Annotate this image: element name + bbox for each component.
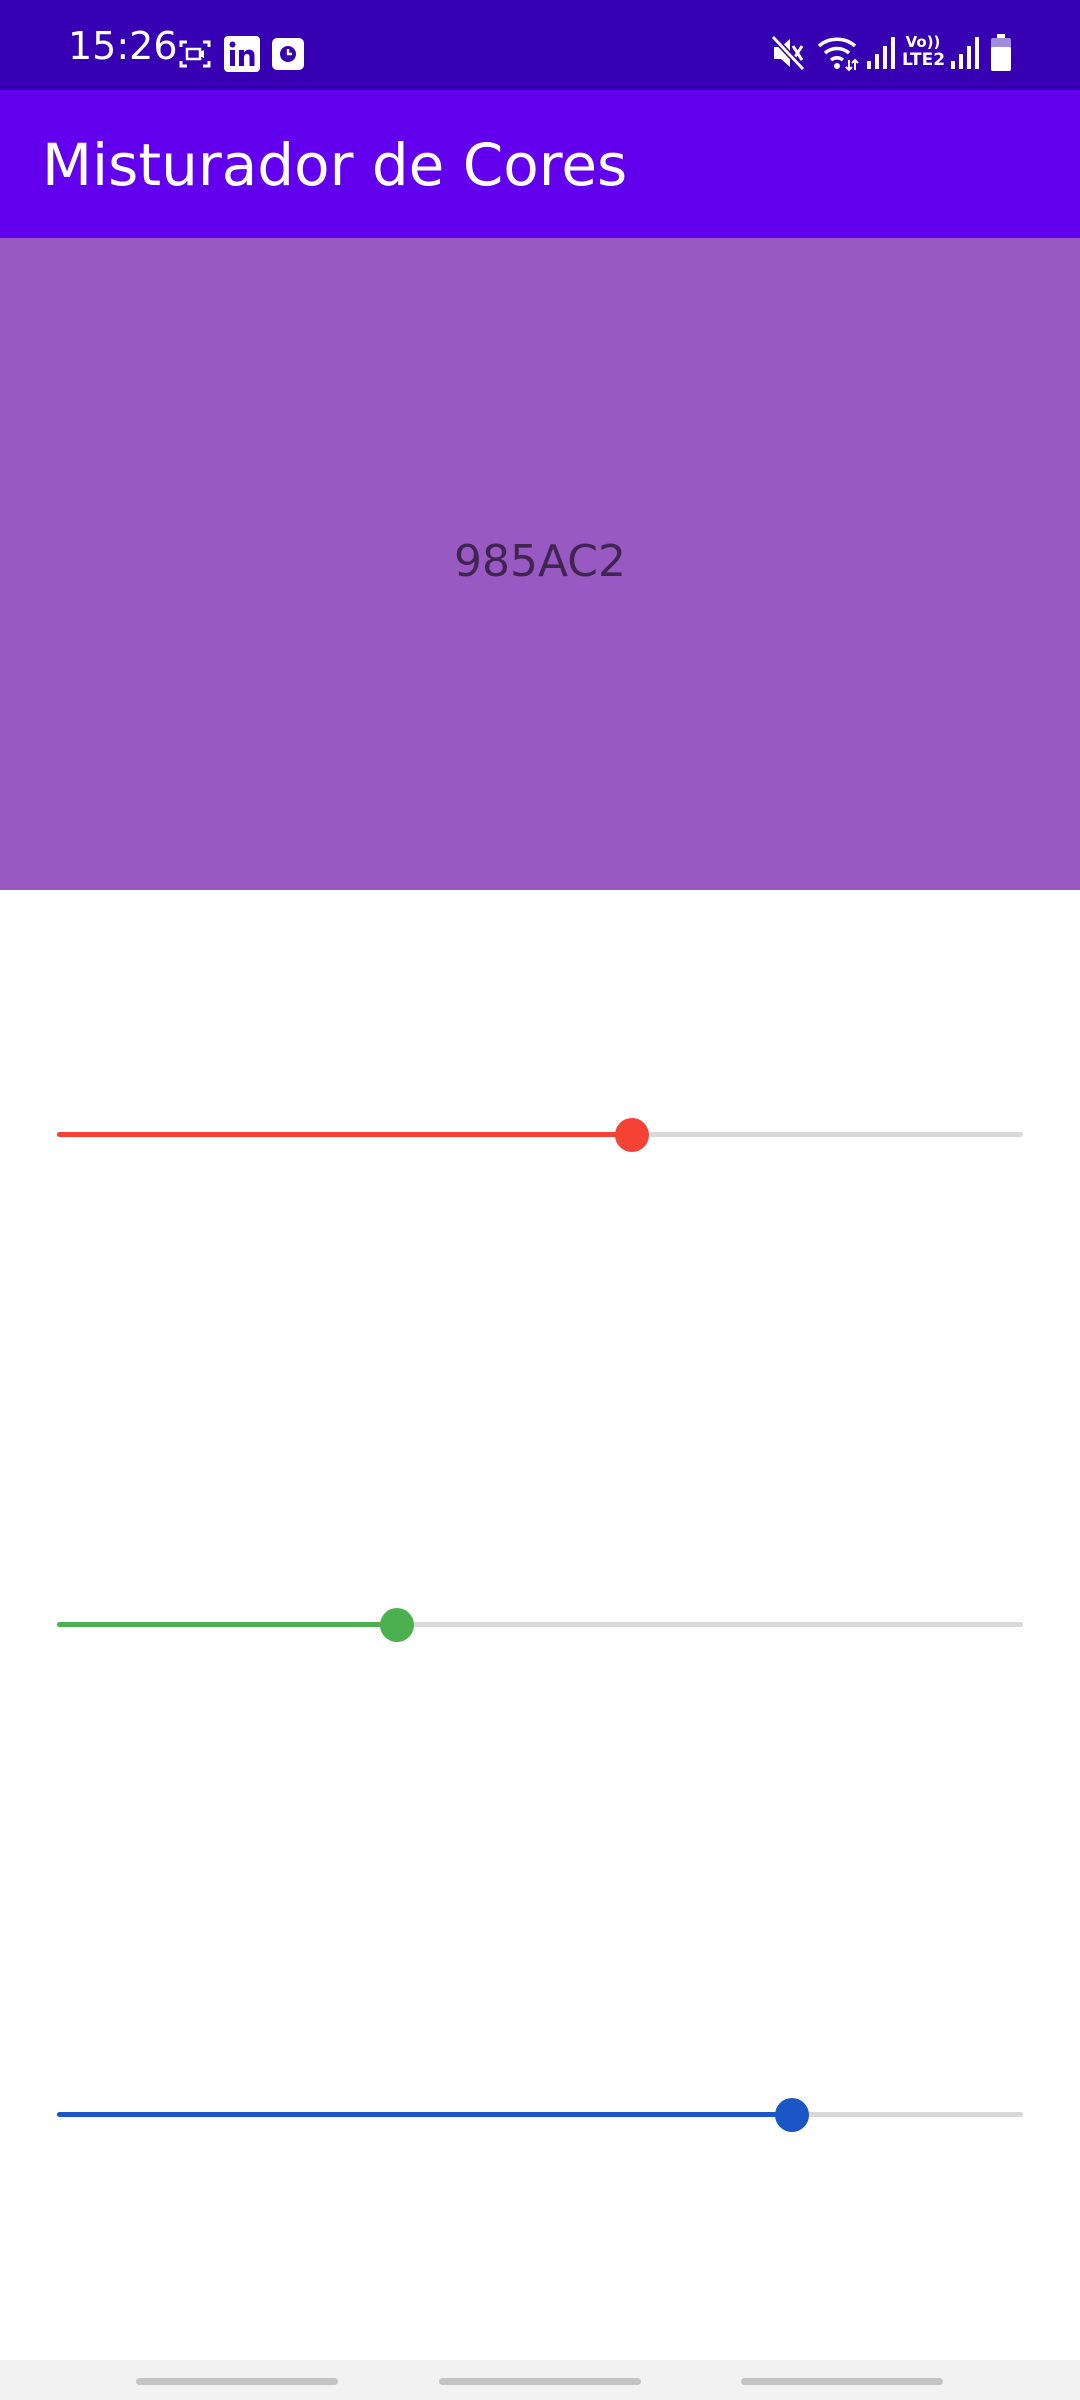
app-title: Misturador de Cores bbox=[42, 131, 628, 199]
recent-apps-button[interactable] bbox=[136, 2378, 338, 2385]
volte-label-top: Vo)) bbox=[905, 33, 941, 51]
red-slider-thumb[interactable] bbox=[615, 1118, 649, 1152]
linkedin-icon bbox=[224, 36, 260, 72]
signal-icon-1 bbox=[867, 37, 895, 69]
back-button[interactable] bbox=[741, 2378, 943, 2385]
navigation-bar bbox=[0, 2360, 1080, 2400]
signal-icon-2 bbox=[951, 37, 979, 69]
color-preview: 985AC2 bbox=[0, 238, 1080, 890]
blue-slider-fill bbox=[57, 2112, 792, 2117]
screen-recorder-icon bbox=[179, 40, 211, 68]
volte-icon: Vo)) LTE2 bbox=[902, 33, 946, 72]
volte-label-bottom: LTE2 bbox=[902, 50, 946, 70]
green-slider-track[interactable] bbox=[57, 1622, 1023, 1627]
app-bar: Misturador de Cores bbox=[0, 90, 1080, 238]
red-slider-fill bbox=[57, 1132, 632, 1137]
blue-slider[interactable] bbox=[57, 2084, 1023, 2144]
wifi-icon bbox=[817, 37, 859, 72]
green-slider[interactable] bbox=[57, 1594, 1023, 1654]
status-time: 15:26 bbox=[68, 24, 178, 68]
clock-app-icon bbox=[272, 38, 304, 70]
mute-icon bbox=[770, 34, 806, 72]
blue-slider-thumb[interactable] bbox=[775, 2098, 809, 2132]
green-slider-thumb[interactable] bbox=[380, 1608, 414, 1642]
home-button[interactable] bbox=[439, 2378, 641, 2385]
green-slider-fill bbox=[57, 1622, 397, 1627]
status-bar: 15:26 Vo) bbox=[0, 0, 1080, 90]
red-slider[interactable] bbox=[57, 1104, 1023, 1164]
color-hex-label: 985AC2 bbox=[453, 536, 627, 587]
battery-icon bbox=[991, 34, 1011, 71]
